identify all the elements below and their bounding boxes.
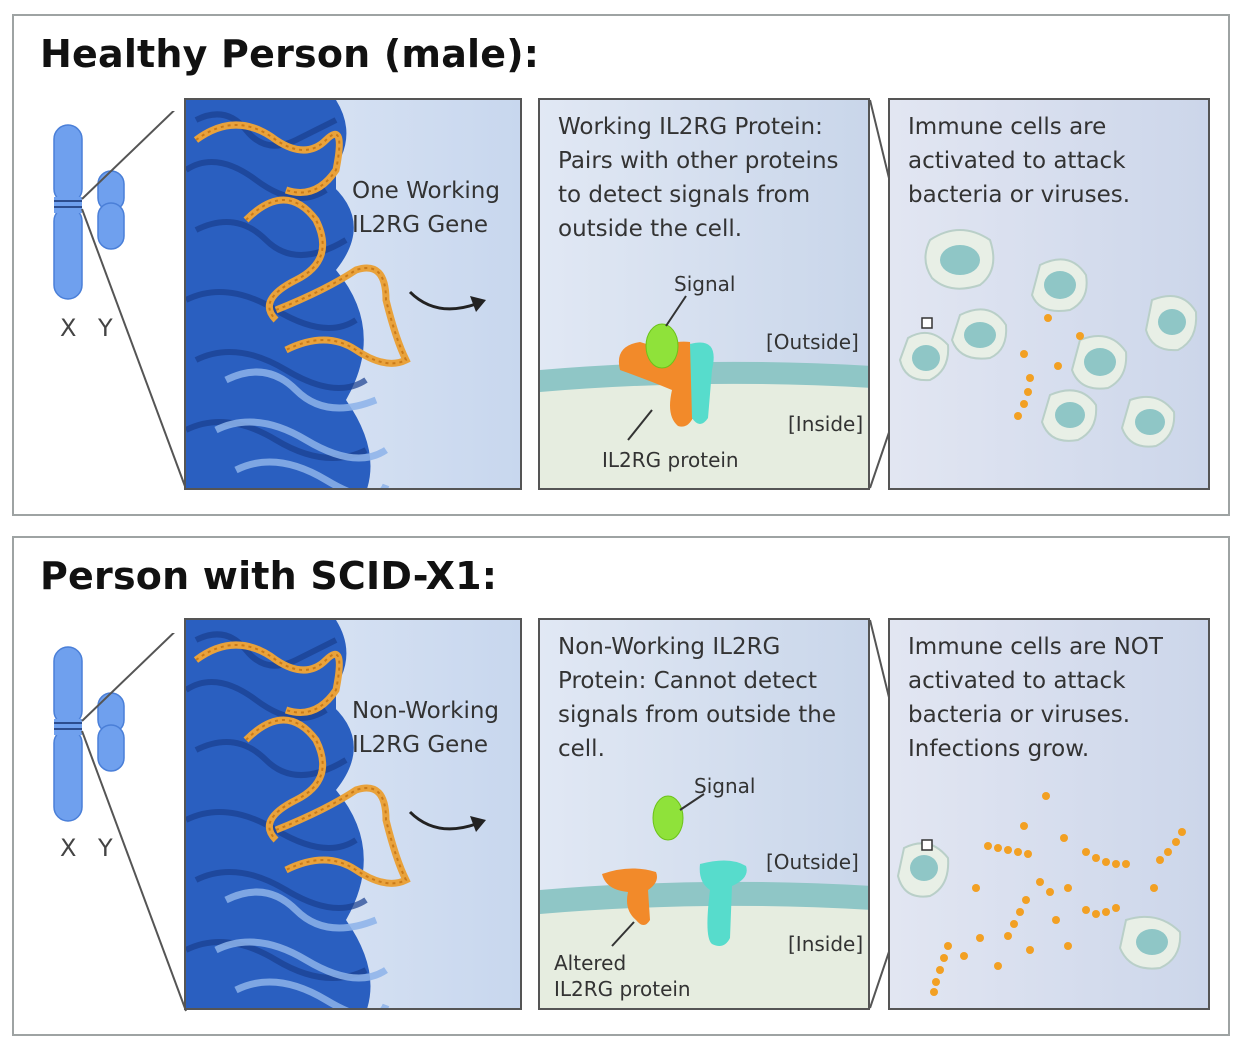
protein-text: Working IL2RG Protein: Pairs with other … (558, 114, 839, 242)
x-chromosome-label: X (60, 314, 77, 342)
gene-text: Non-Working IL2RG Gene (352, 698, 500, 758)
arrow-icon (408, 290, 486, 312)
section-title: Healthy Person (male): (40, 32, 540, 76)
protein-panel: Working IL2RG Protein: Pairs with other … (538, 98, 870, 490)
chromosome-icon (53, 633, 187, 1012)
immune-cell-icon (898, 229, 1198, 448)
signal-label: Signal (694, 774, 756, 798)
chromosome-icon (53, 111, 187, 490)
inside-label: [Inside] (788, 932, 864, 956)
immune-panel: Immune cells are NOT activated to attack… (888, 618, 1210, 1010)
y-chromosome-label: Y (98, 314, 113, 342)
x-chromosome-label: X (60, 834, 77, 862)
protein-text: Non-Working IL2RG Protein: Cannot detect… (558, 634, 837, 762)
outside-label: [Outside] (766, 330, 859, 354)
protein-label: Altered IL2RG protein (554, 951, 691, 1001)
dna-strand-icon (186, 100, 411, 488)
immune-cell-icon (896, 792, 1186, 996)
section-title: Person with SCID-X1: (40, 554, 498, 598)
bacteria-icon (1014, 314, 1084, 420)
cell-membrane-icon (540, 793, 868, 1008)
scid-section: Person with SCID-X1: X Y (12, 536, 1230, 1036)
arrow-icon (408, 810, 486, 832)
healthy-section: Healthy Person (male): X Y (12, 14, 1230, 516)
immune-text: Immune cells are activated to attack bac… (908, 114, 1131, 208)
outside-label: [Outside] (766, 850, 859, 874)
cell-membrane-icon (540, 295, 868, 488)
inside-label: [Inside] (788, 412, 864, 436)
y-chromosome-label: Y (98, 834, 113, 862)
protein-panel: Non-Working IL2RG Protein: Cannot detect… (538, 618, 870, 1010)
gene-panel: Non-Working IL2RG Gene (184, 618, 522, 1010)
immune-text: Immune cells are NOT activated to attack… (908, 634, 1163, 762)
protein-label: IL2RG protein (602, 448, 739, 472)
dna-strand-icon (186, 620, 411, 1008)
gene-text: One Working IL2RG Gene (352, 178, 500, 238)
signal-label: Signal (674, 272, 736, 296)
immune-panel: Immune cells are activated to attack bac… (888, 98, 1210, 490)
bacteria-icon (930, 792, 1186, 996)
gene-panel: One Working IL2RG Gene (184, 98, 522, 490)
